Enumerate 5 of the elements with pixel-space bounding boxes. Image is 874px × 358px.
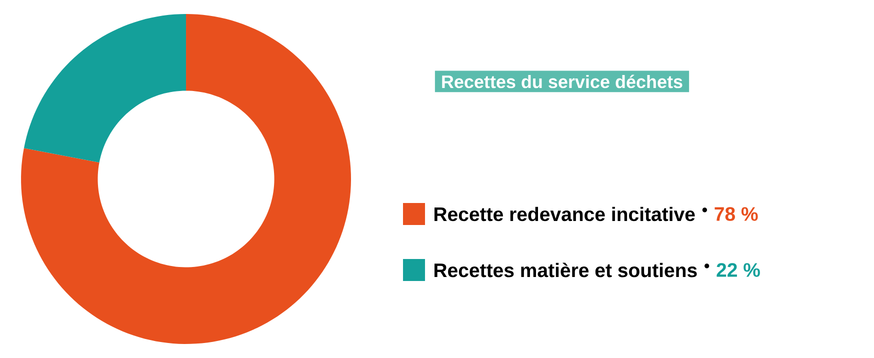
data-label: 22 % bbox=[716, 263, 760, 277]
data-label: 78 % bbox=[714, 207, 758, 221]
text: Recettes du service déchets bbox=[442, 74, 682, 88]
legend-label: Recettes matière et soutiens bbox=[434, 262, 697, 278]
legend-label: Recette redevance incitative bbox=[434, 206, 695, 222]
